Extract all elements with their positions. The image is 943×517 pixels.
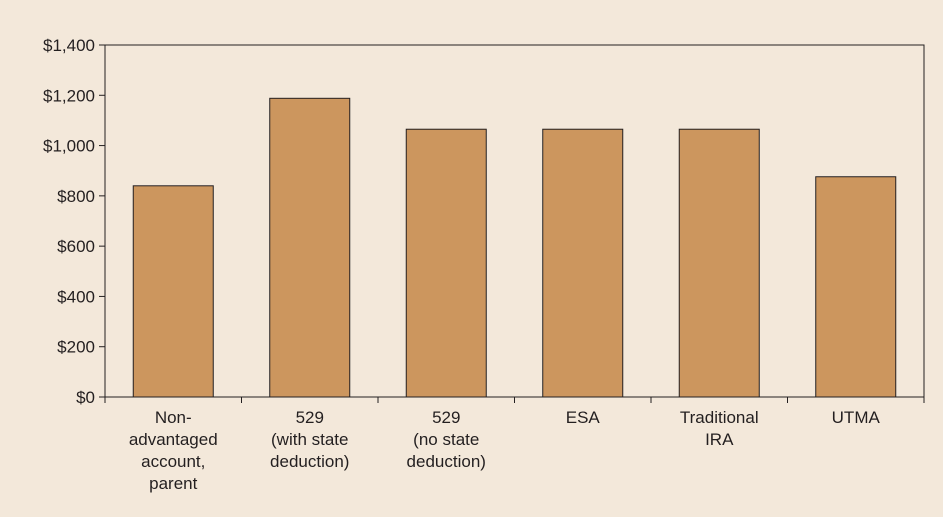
x-category-label-line: (with state (271, 430, 348, 449)
bar (132, 185, 214, 398)
x-category-label-line: deduction) (270, 452, 349, 471)
x-category-label-line: ESA (566, 408, 601, 427)
x-category-label-line: 529 (432, 408, 460, 427)
y-tick-label: $600 (57, 237, 95, 256)
x-category-label-line: IRA (705, 430, 734, 449)
y-tick-label: $800 (57, 187, 95, 206)
x-category-label-line: 529 (296, 408, 324, 427)
x-category-label: ESA (566, 408, 601, 427)
y-tick-label: $1,000 (43, 137, 95, 156)
x-category-label-line: Traditional (680, 408, 759, 427)
bar (405, 128, 487, 398)
x-category-label-line: UTMA (832, 408, 881, 427)
x-category-label: Non-advantaged account, parent (129, 408, 218, 493)
x-category-label-line: Non- (155, 408, 192, 427)
bar (269, 97, 351, 398)
x-category-label-line: (no state (413, 430, 479, 449)
y-tick-label: $1,200 (43, 86, 95, 105)
y-tick-label: $1,400 (43, 36, 95, 55)
y-tick-label: $200 (57, 338, 95, 357)
x-category-label-line: parent (149, 474, 197, 493)
x-category-label: UTMA (832, 408, 881, 427)
x-category-label-line: deduction) (407, 452, 486, 471)
x-category-label: Traditional IRA (680, 408, 759, 449)
x-category-label-line: advantaged (129, 430, 218, 449)
y-tick-label: $0 (76, 388, 95, 407)
x-category-label-line: account, (141, 452, 205, 471)
bar (542, 128, 624, 398)
x-category-label: 529 (no state deduction) (407, 408, 486, 471)
bar (678, 128, 760, 398)
bar (815, 176, 897, 398)
x-category-label: 529 (with state deduction) (270, 408, 349, 471)
y-tick-label: $400 (57, 287, 95, 306)
